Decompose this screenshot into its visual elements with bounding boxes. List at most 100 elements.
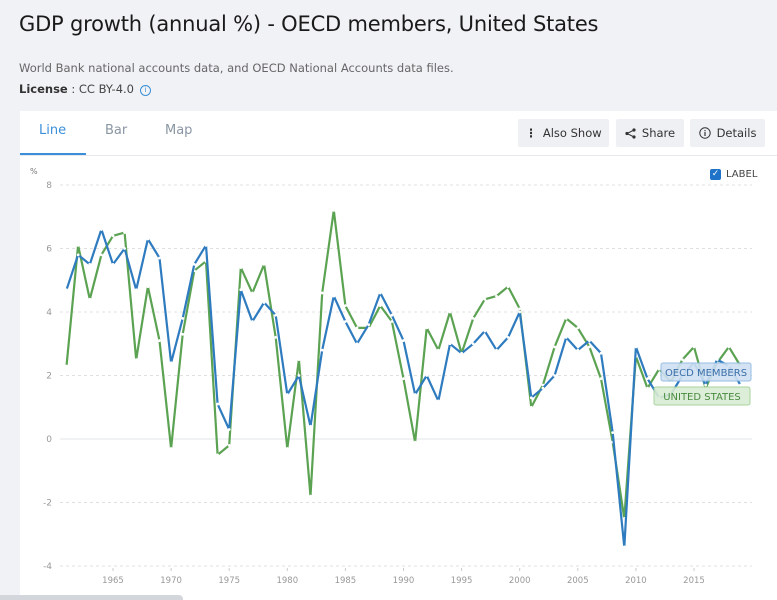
series-label-us-box (653, 386, 751, 406)
data-point (622, 545, 626, 549)
details-button[interactable]: Details (690, 119, 765, 147)
data-point (99, 253, 103, 257)
data-point (611, 431, 615, 435)
series-line-us (65, 209, 742, 520)
data-point (553, 374, 556, 377)
x-tick-label: 1970 (160, 576, 182, 586)
horizontal-scrollbar[interactable] (0, 595, 183, 600)
license-label: License (19, 82, 68, 96)
y-tick-label: 2 (46, 372, 52, 382)
series-label-oecd: OECD MEMBERS (665, 368, 747, 379)
data-point (76, 243, 80, 247)
y-tick-label: 0 (46, 435, 52, 445)
data-point (192, 262, 196, 266)
data-point (262, 262, 266, 266)
x-tick-label: 1985 (335, 576, 357, 586)
data-point (402, 339, 405, 342)
data-point (134, 358, 138, 362)
data-point (320, 348, 324, 352)
active-tab-indicator (20, 153, 86, 155)
data-point (216, 402, 219, 406)
data-point (704, 383, 708, 387)
data-point (134, 288, 138, 292)
data-point (413, 440, 417, 444)
tab-line[interactable]: Line (39, 123, 67, 138)
data-point (576, 326, 580, 330)
x-tick-label: 2005 (567, 576, 589, 586)
data-point (436, 348, 440, 352)
also-show-label: Also Show (542, 126, 602, 140)
data-point (588, 339, 591, 342)
data-point (425, 374, 429, 377)
data-point (227, 443, 231, 447)
x-tick-label: 1980 (276, 576, 298, 586)
data-point (471, 342, 475, 346)
info-icon[interactable]: i (139, 85, 151, 96)
data-point (541, 383, 545, 387)
data-point (529, 396, 533, 400)
data-point (169, 361, 173, 365)
x-tick-label: 1965 (102, 576, 124, 586)
data-point (425, 326, 429, 330)
data-point (529, 405, 533, 409)
y-tick-label: 4 (46, 308, 52, 318)
data-point (518, 310, 522, 314)
also-show-button[interactable]: ⋮ Also Show (518, 119, 609, 147)
data-point (251, 291, 254, 295)
data-point (111, 234, 115, 238)
data-point (378, 291, 382, 295)
data-point (599, 377, 603, 381)
data-point (390, 313, 394, 317)
share-icon (625, 127, 636, 139)
source-note: World Bank national accounts data, and O… (19, 61, 454, 75)
data-point (65, 364, 68, 368)
data-point (495, 348, 498, 352)
data-point (646, 386, 649, 390)
data-point (448, 310, 452, 314)
data-point (216, 453, 219, 457)
data-point (123, 231, 127, 235)
data-point (413, 393, 417, 396)
data-point (436, 399, 440, 403)
tab-map[interactable]: Map (165, 123, 193, 138)
data-point (285, 393, 289, 396)
data-point (471, 316, 475, 320)
data-point (251, 320, 254, 323)
data-point (297, 374, 301, 377)
data-point (262, 301, 266, 304)
data-point (146, 285, 150, 288)
license-line: License : CC BY-4.0 i (19, 82, 151, 96)
data-point (367, 323, 371, 327)
data-point (239, 266, 243, 269)
series-label-oecd-box (660, 362, 752, 382)
data-point (634, 345, 638, 349)
data-point (88, 262, 92, 266)
data-point (402, 377, 405, 381)
data-point (227, 428, 231, 431)
data-point (88, 297, 92, 301)
data-point (692, 345, 696, 349)
y-axis-unit: % (30, 167, 38, 176)
series-line-oecd (65, 228, 742, 549)
checkbox-checked-icon[interactable]: ✓ (710, 169, 721, 180)
data-point (727, 345, 731, 349)
x-tick-label: 1975 (218, 576, 240, 586)
data-point (460, 351, 463, 355)
share-button[interactable]: Share (616, 119, 684, 147)
data-point (448, 342, 452, 346)
label-toggle[interactable]: ✓ LABEL (710, 169, 757, 180)
tab-bar[interactable]: Bar (105, 123, 128, 138)
page-title: GDP growth (annual %) - OECD members, Un… (19, 12, 599, 36)
x-tick-label: 1990 (393, 576, 415, 586)
data-point (297, 358, 301, 362)
data-point (158, 256, 161, 260)
y-tick-label: 8 (46, 181, 52, 191)
data-point (355, 326, 359, 330)
data-point (204, 243, 208, 247)
x-tick-label: 2000 (509, 576, 531, 586)
data-point (123, 247, 127, 250)
data-point (274, 313, 278, 317)
data-point (99, 228, 103, 231)
data-point (599, 351, 603, 355)
